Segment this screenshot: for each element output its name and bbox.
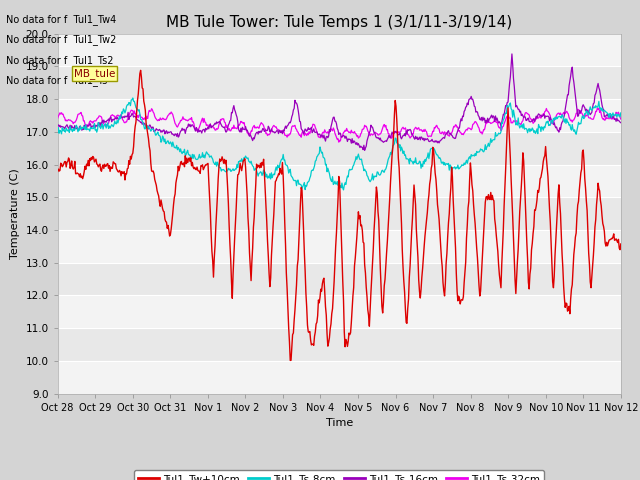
Tul1_Ts-32cm [408, 131, 416, 137]
Tul1_Ts-8cm [122, 108, 129, 113]
Tul1_Tw+10cm [137, 68, 145, 73]
Tul1_Ts-16cm [361, 147, 369, 153]
Line: Tul1_Ts-16cm: Tul1_Ts-16cm [58, 54, 621, 150]
Tul1_Ts-32cm [335, 139, 342, 145]
Text: MB_tule: MB_tule [74, 68, 115, 79]
Text: No data for f  Tul1_Ts2: No data for f Tul1_Ts2 [6, 55, 114, 66]
Tul1_Ts-16cm [617, 120, 625, 126]
Tul1_Ts-32cm [595, 105, 603, 111]
Text: No data for f  Tul1_Ts: No data for f Tul1_Ts [6, 75, 108, 86]
Tul1_Tw+10cm [287, 358, 294, 363]
Line: Tul1_Ts-32cm: Tul1_Ts-32cm [58, 108, 621, 142]
Tul1_Ts-8cm [617, 110, 625, 116]
Tul1_Ts-32cm [209, 124, 216, 130]
Tul1_Tw+10cm [426, 181, 433, 187]
Text: No data for f  Tul1_Tw2: No data for f Tul1_Tw2 [6, 35, 116, 46]
Bar [58, 295, 621, 328]
Tul1_Tw+10cm [122, 171, 129, 177]
Tul1_Ts-8cm [410, 161, 417, 167]
Tul1_Ts-32cm [54, 116, 61, 121]
Tul1_Ts-8cm [54, 131, 61, 136]
Tul1_Ts-32cm [122, 119, 129, 125]
Tul1_Tw+10cm [617, 241, 625, 247]
Tul1_Ts-8cm [64, 128, 72, 134]
Bar [58, 165, 621, 197]
Tul1_Ts-32cm [64, 118, 72, 123]
Tul1_Ts-8cm [180, 149, 188, 155]
Line: Tul1_Tw+10cm: Tul1_Tw+10cm [58, 71, 621, 360]
Bar [58, 99, 621, 132]
Bar [58, 34, 621, 66]
Tul1_Ts-16cm [209, 123, 216, 129]
Tul1_Ts-16cm [508, 51, 516, 57]
Tul1_Ts-32cm [425, 133, 433, 139]
Y-axis label: Temperature (C): Temperature (C) [10, 168, 20, 259]
Tul1_Ts-8cm [426, 151, 433, 157]
Tul1_Ts-16cm [64, 124, 72, 130]
Tul1_Ts-32cm [179, 114, 187, 120]
Line: Tul1_Ts-8cm: Tul1_Ts-8cm [58, 98, 621, 190]
X-axis label: Time: Time [326, 418, 353, 428]
Bar [58, 361, 621, 394]
Tul1_Tw+10cm [54, 168, 61, 174]
Tul1_Ts-16cm [54, 122, 61, 128]
Tul1_Ts-8cm [210, 159, 218, 165]
Tul1_Ts-16cm [179, 128, 187, 133]
Tul1_Tw+10cm [210, 274, 218, 280]
Tul1_Ts-16cm [408, 132, 416, 137]
Tul1_Ts-8cm [340, 187, 348, 193]
Tul1_Tw+10cm [64, 159, 72, 165]
Text: No data for f  Tul1_Tw4: No data for f Tul1_Tw4 [6, 14, 116, 25]
Tul1_Tw+10cm [410, 200, 417, 206]
Tul1_Ts-16cm [425, 139, 433, 144]
Tul1_Ts-8cm [129, 95, 136, 101]
Bar [58, 230, 621, 263]
Tul1_Tw+10cm [180, 160, 188, 166]
Title: MB Tule Tower: Tule Temps 1 (3/1/11-3/19/14): MB Tule Tower: Tule Temps 1 (3/1/11-3/19… [166, 15, 513, 30]
Tul1_Ts-16cm [122, 114, 129, 120]
Tul1_Ts-32cm [617, 116, 625, 122]
Legend: Tul1_Tw+10cm, Tul1_Ts-8cm, Tul1_Ts-16cm, Tul1_Ts-32cm: Tul1_Tw+10cm, Tul1_Ts-8cm, Tul1_Ts-16cm,… [134, 470, 545, 480]
